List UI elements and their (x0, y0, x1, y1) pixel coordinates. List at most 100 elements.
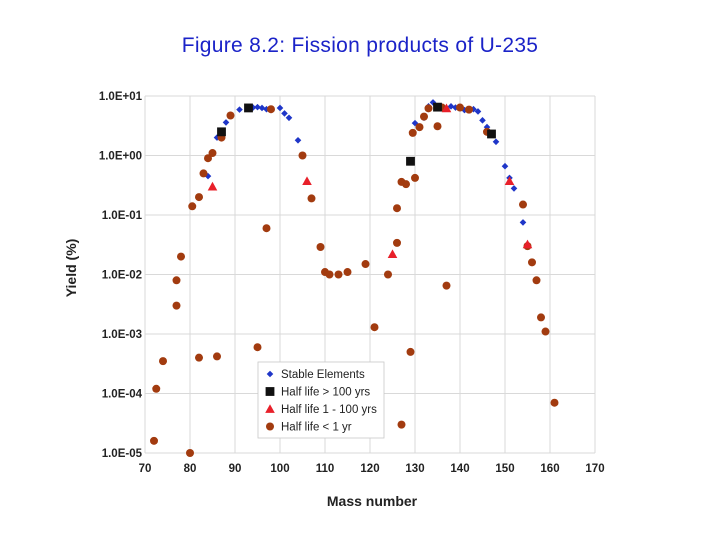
y-tick-labels: 1.0E-05 1.0E-04 1.0E-03 1.0E-02 1.0E-01 1.0E+… (99, 91, 143, 460)
point-circle (152, 384, 161, 393)
point-diamond (222, 119, 230, 126)
series-square (217, 102, 496, 166)
x-tick-label: 170 (585, 463, 604, 475)
y-tick-label: 1.0E-05 (102, 448, 143, 460)
point-circle (465, 105, 473, 114)
point-circle (343, 268, 352, 277)
y-tick-label: 1.0E-03 (102, 329, 142, 341)
point-circle (393, 204, 401, 213)
point-circle (195, 193, 203, 202)
point-diamond (447, 103, 455, 110)
point-circle (159, 357, 167, 366)
point-circle (532, 276, 541, 285)
point-diamond (236, 106, 243, 113)
point-triangle (387, 249, 398, 258)
point-circle (262, 224, 271, 233)
y-axis-label: Yield (%) (63, 239, 79, 298)
x-tick-label: 160 (540, 463, 559, 475)
y-tick-label: 1.0E-04 (102, 389, 143, 401)
point-circle (415, 123, 424, 132)
point-circle (550, 398, 559, 407)
point-circle (393, 238, 401, 247)
point-circle (402, 180, 410, 189)
point-circle (253, 343, 262, 352)
point-circle (208, 149, 217, 158)
point-square (487, 129, 496, 139)
point-triangle (522, 239, 533, 249)
point-circle (528, 258, 536, 267)
point-circle (186, 449, 194, 457)
point-circle (325, 270, 334, 279)
x-tick-label: 80 (184, 463, 197, 475)
legend-label: Stable Elements (281, 369, 365, 381)
point-circle (150, 436, 158, 445)
point-circle (316, 242, 325, 251)
x-tick-labels: 70 80 90 100 110 120 130 140 150 160 170 (139, 463, 605, 475)
point-square (433, 102, 442, 112)
point-diamond (249, 104, 257, 111)
point-circle (406, 347, 415, 356)
series-triangle (207, 103, 533, 258)
point-diamond (483, 123, 491, 131)
point-triangle (504, 176, 515, 186)
legend-marker-triangle (265, 404, 275, 413)
point-circle (213, 352, 221, 361)
point-circle (172, 301, 181, 310)
legend: Stable Elements Half life > 100 yrs Half l… (257, 361, 385, 439)
series-circle (150, 103, 559, 457)
y-tick-label: 1.0E+01 (99, 91, 143, 103)
point-square (217, 127, 226, 137)
y-tick-label: 1.0E-02 (102, 270, 142, 282)
point-circle (384, 270, 392, 279)
point-circle (411, 173, 419, 182)
x-tick-label: 140 (450, 463, 469, 475)
x-tick-label: 70 (139, 463, 152, 475)
point-square (244, 103, 253, 113)
x-tick-label: 110 (316, 463, 335, 475)
point-diamond (479, 117, 486, 124)
point-triangle (207, 181, 218, 191)
point-circle (370, 323, 379, 332)
x-tick-label: 150 (495, 463, 514, 475)
point-circle (334, 270, 343, 279)
legend-marker-circle (266, 422, 274, 431)
point-diamond (492, 138, 500, 146)
point-circle (361, 260, 370, 269)
chart-title: Figure 8.2: Fission products of U-235 (181, 34, 539, 57)
x-axis-label: Mass number (327, 493, 418, 509)
point-diamond (285, 114, 293, 122)
y-tick-label: 1.0E-01 (102, 210, 143, 222)
point-circle (541, 327, 550, 336)
point-circle (226, 111, 235, 120)
point-diamond (519, 219, 527, 226)
x-tick-label: 120 (360, 463, 379, 475)
point-triangle (441, 103, 452, 113)
point-circle (537, 313, 545, 322)
legend-label: Half life 1 - 100 yrs (281, 404, 377, 416)
point-circle (307, 194, 316, 203)
point-triangle (302, 176, 312, 186)
point-square (406, 156, 415, 166)
data-points (150, 99, 559, 457)
x-tick-label: 100 (270, 463, 289, 475)
point-circle (424, 104, 433, 113)
legend-label: Half life < 1 yr (281, 422, 352, 434)
point-circle (177, 252, 185, 261)
point-circle (442, 281, 451, 290)
point-diamond (281, 110, 288, 117)
point-diamond (474, 108, 482, 115)
point-circle (195, 353, 203, 362)
point-diamond (276, 104, 284, 112)
point-circle (433, 122, 442, 131)
point-diamond (510, 185, 518, 192)
x-tick-label: 130 (405, 463, 424, 475)
point-circle (298, 151, 307, 160)
legend-marker-square (265, 387, 275, 396)
point-diamond (294, 137, 302, 144)
y-tick-label: 1.0E+00 (99, 151, 142, 163)
legend-marker-diamond (266, 370, 274, 378)
point-circle (519, 200, 527, 209)
legend-box (257, 361, 385, 439)
point-circle (188, 202, 197, 211)
